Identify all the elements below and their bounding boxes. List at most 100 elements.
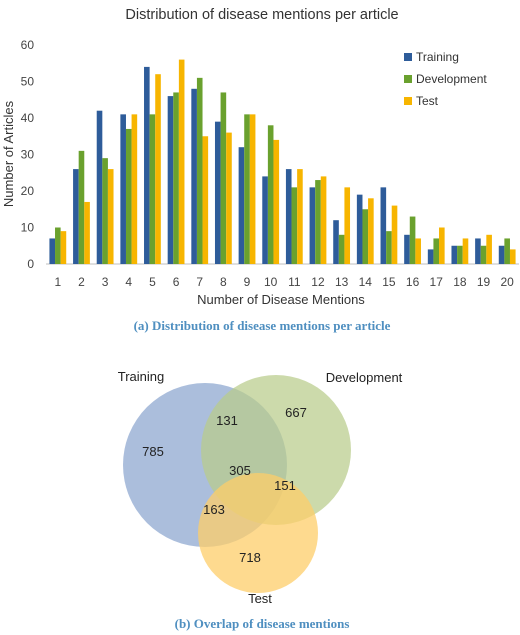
bar-training-19 xyxy=(475,238,481,264)
bar-test-2 xyxy=(84,201,90,264)
venn-circle-test xyxy=(198,473,318,593)
bar-test-1 xyxy=(60,231,67,264)
bar-training-11 xyxy=(285,169,292,264)
bar-training-17 xyxy=(427,249,434,264)
x-tick-label: 3 xyxy=(102,275,109,289)
venn-diagram: Training Development Test 785 667 718 13… xyxy=(118,369,403,631)
legend-swatch-training xyxy=(404,53,412,61)
bar-development-17 xyxy=(433,238,440,264)
bar-development-9 xyxy=(244,114,250,264)
chart-title: Distribution of disease mentions per art… xyxy=(125,7,398,23)
x-tick-label: 17 xyxy=(430,275,444,289)
venn-value-test-only: 718 xyxy=(239,550,261,565)
x-tick-label: 15 xyxy=(382,275,396,289)
bar-test-11 xyxy=(297,169,303,264)
caption-venn-diagram: (b) Overlap of disease mentions xyxy=(175,616,350,631)
x-tick-label: 5 xyxy=(149,275,156,289)
y-axis: 0 10 20 30 40 50 60 xyxy=(21,38,35,271)
bar-training-5 xyxy=(144,66,150,265)
bar-training-8 xyxy=(214,121,221,265)
bar-development-14 xyxy=(362,209,369,264)
bar-test-18 xyxy=(462,238,469,264)
x-tick-label: 14 xyxy=(359,275,373,289)
series-training xyxy=(49,66,505,265)
venn-value-development-test: 151 xyxy=(274,478,296,493)
bar-development-11 xyxy=(291,187,298,264)
bar-development-5 xyxy=(149,114,156,264)
bar-test-7 xyxy=(202,136,209,264)
bar-development-7 xyxy=(196,77,203,264)
bar-development-12 xyxy=(315,180,321,264)
bar-training-15 xyxy=(380,187,387,264)
bar-training-7 xyxy=(191,88,197,264)
bar-development-3 xyxy=(102,158,108,264)
bar-series xyxy=(49,59,516,265)
bar-development-16 xyxy=(409,216,416,264)
bar-training-18 xyxy=(451,245,458,264)
x-tick-label: 19 xyxy=(477,275,491,289)
x-tick-label: 9 xyxy=(244,275,251,289)
bar-test-12 xyxy=(320,176,327,264)
x-axis: 1 2 3 4 5 6 7 8 9 10 11 12 13 14 15 16 17 18 19 20 xyxy=(46,263,519,289)
x-tick-label: 18 xyxy=(453,275,467,289)
bar-training-16 xyxy=(404,234,410,264)
x-tick-label: 2 xyxy=(78,275,85,289)
y-tick-label: 60 xyxy=(21,38,35,52)
bar-test-3 xyxy=(107,169,114,264)
bar-development-4 xyxy=(125,128,132,264)
x-tick-label: 16 xyxy=(406,275,420,289)
bar-development-1 xyxy=(55,227,61,264)
bar-test-20 xyxy=(509,249,516,264)
bar-training-12 xyxy=(309,187,316,264)
x-axis-label: Number of Disease Mentions xyxy=(197,292,365,307)
x-tick-label: 12 xyxy=(311,275,325,289)
x-tick-label: 6 xyxy=(173,275,180,289)
y-tick-label: 10 xyxy=(21,221,35,235)
bar-development-2 xyxy=(78,150,85,264)
bar-test-15 xyxy=(391,205,398,264)
bar-development-19 xyxy=(480,245,487,264)
bar-training-3 xyxy=(96,110,103,264)
series-test xyxy=(60,59,516,264)
x-tick-label: 7 xyxy=(196,275,203,289)
legend-label-test: Test xyxy=(416,94,439,108)
venn-set-label-training: Training xyxy=(118,369,164,384)
legend-swatch-test xyxy=(404,97,412,105)
venn-set-label-development: Development xyxy=(326,370,403,385)
bar-test-13 xyxy=(344,187,351,264)
legend-label-development: Development xyxy=(416,72,487,86)
x-tick-label: 10 xyxy=(264,275,278,289)
venn-value-all-three: 305 xyxy=(229,463,251,478)
venn-value-training-only: 785 xyxy=(142,444,164,459)
caption-bar-chart: (a) Distribution of disease mentions per… xyxy=(134,318,391,333)
y-tick-label: 0 xyxy=(27,257,34,271)
y-tick-label: 40 xyxy=(21,111,35,125)
bar-training-2 xyxy=(73,169,79,264)
bar-test-6 xyxy=(178,59,185,264)
bar-test-9 xyxy=(249,114,256,264)
y-tick-label: 30 xyxy=(21,148,35,162)
bar-test-4 xyxy=(131,114,138,264)
bar-test-19 xyxy=(486,234,492,264)
bar-development-6 xyxy=(173,92,179,264)
y-tick-label: 50 xyxy=(21,75,35,89)
x-tick-label: 13 xyxy=(335,275,349,289)
bar-test-5 xyxy=(155,74,161,264)
bar-test-10 xyxy=(273,139,280,264)
legend-label-training: Training xyxy=(416,50,459,64)
bar-training-20 xyxy=(498,245,505,264)
bar-training-14 xyxy=(356,194,363,264)
chart-legend: Training Development Test xyxy=(404,50,487,108)
bar-test-14 xyxy=(368,198,374,264)
y-axis-label: Number of Articles xyxy=(1,100,16,207)
bar-chart: Distribution of disease mentions per art… xyxy=(1,7,519,333)
venn-value-training-development: 131 xyxy=(216,413,238,428)
bar-test-17 xyxy=(439,227,445,264)
bar-test-16 xyxy=(415,238,421,264)
bar-development-15 xyxy=(386,231,392,264)
x-tick-label: 4 xyxy=(125,275,132,289)
bar-development-20 xyxy=(504,238,510,264)
bar-training-9 xyxy=(238,147,245,264)
bar-training-4 xyxy=(120,114,126,264)
